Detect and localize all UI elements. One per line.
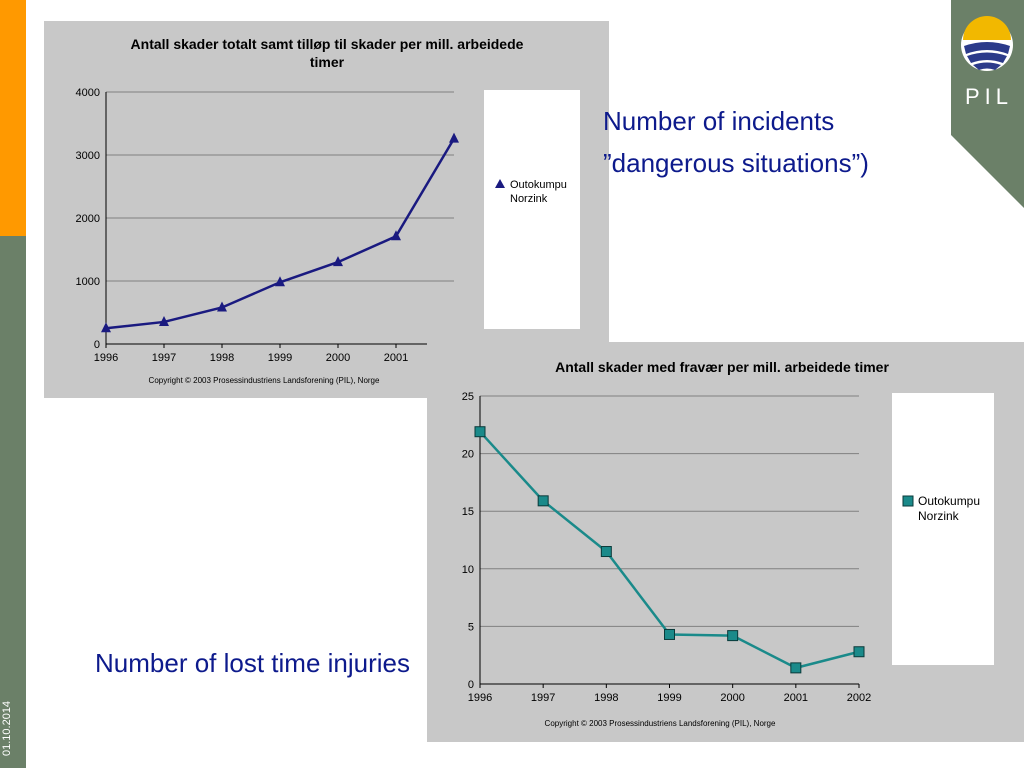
x-tick-label: 2000 (720, 692, 744, 704)
x-tick-label: 1997 (531, 692, 555, 704)
data-point (217, 301, 227, 312)
y-tick-label: 0 (468, 679, 474, 691)
slide-date: 01.10.2014 (1, 700, 13, 756)
data-point (159, 315, 169, 326)
legend-marker (902, 495, 914, 507)
x-tick-label: 2001 (384, 352, 408, 364)
data-point (537, 495, 549, 507)
chart-title: Antall skader med fravær per mill. arbei… (555, 359, 889, 375)
incidents-label: Number of incidents ”dangerous situation… (603, 100, 869, 184)
legend-box (892, 393, 994, 665)
legend-box (484, 90, 580, 329)
legend-label: Norzink (918, 509, 960, 523)
legend-marker (495, 179, 505, 188)
x-tick-label: 1999 (268, 352, 292, 364)
x-tick-label: 1999 (657, 692, 681, 704)
x-tick-label: 1997 (152, 352, 176, 364)
x-tick-label: 2001 (784, 692, 808, 704)
data-point (600, 546, 612, 558)
legend-label: Norzink (510, 193, 548, 205)
y-tick-label: 1000 (76, 276, 100, 288)
y-tick-label: 20 (462, 449, 474, 461)
incidents-label-line1: Number of incidents (603, 106, 835, 136)
data-point (727, 630, 739, 642)
data-point (275, 276, 285, 287)
y-tick-label: 4000 (76, 87, 100, 99)
data-point (853, 646, 865, 658)
lost-time-label: Number of lost time injuries (95, 648, 410, 678)
data-point (101, 322, 111, 333)
y-tick-label: 3000 (76, 150, 100, 162)
legend-label: Outokumpu (918, 494, 980, 508)
series-line (105, 137, 456, 330)
y-tick-label: 2000 (76, 213, 100, 225)
legend-label: Outokumpu (510, 179, 567, 191)
chart-title: timer (310, 54, 345, 70)
chart-title: Antall skader totalt samt tilløp til ska… (131, 36, 524, 52)
chart-total-injuries: Antall skader totalt samt tilløp til ska… (44, 21, 609, 398)
pil-logo: PIL (951, 0, 1024, 208)
accent-bar-green (0, 236, 26, 768)
accent-bar-orange (0, 0, 26, 236)
y-tick-label: 10 (462, 564, 474, 576)
chart-footer: Copyright © 2003 Prosessindustriens Land… (545, 719, 776, 728)
incidents-label-line2: ”dangerous situations”) (603, 148, 869, 178)
data-point (474, 426, 486, 438)
x-tick-label: 2002 (847, 692, 871, 704)
y-tick-label: 5 (468, 621, 474, 633)
data-point (664, 628, 675, 640)
data-point (449, 132, 459, 143)
chart-footer: Copyright © 2003 Prosessindustriens Land… (149, 376, 380, 385)
x-tick-label: 2000 (326, 352, 350, 364)
x-tick-label: 1998 (210, 352, 234, 364)
data-point (790, 662, 802, 674)
data-point (333, 256, 343, 267)
x-tick-label: 1998 (594, 692, 618, 704)
x-tick-label: 1996 (94, 352, 118, 364)
data-point (391, 230, 401, 241)
chart-lost-time-injuries: Antall skader med fravær per mill. arbei… (427, 342, 1024, 742)
svg-text:PIL: PIL (965, 84, 1013, 109)
y-tick-label: 0 (94, 339, 100, 351)
x-tick-label: 1996 (468, 692, 492, 704)
y-tick-label: 15 (462, 506, 474, 518)
y-tick-label: 25 (462, 391, 474, 403)
